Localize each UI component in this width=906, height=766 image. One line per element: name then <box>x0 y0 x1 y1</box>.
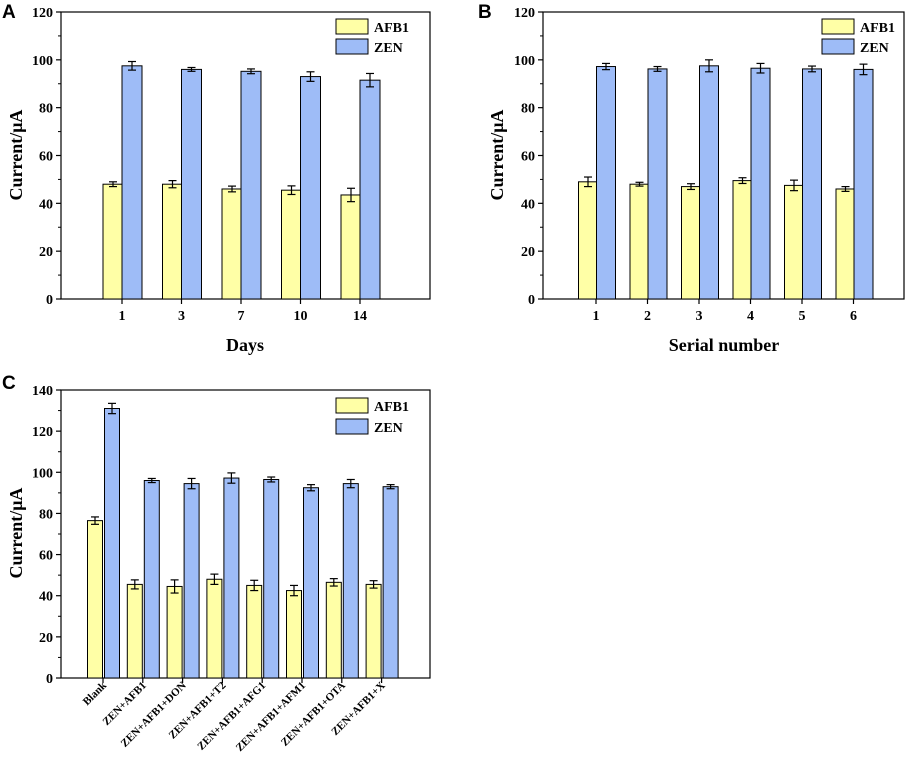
bar-afb1 <box>281 189 302 300</box>
bar-zen <box>359 79 381 300</box>
bar-zen <box>802 68 822 300</box>
bar-zen <box>596 66 616 300</box>
legend-label-zen: ZEN <box>374 421 403 436</box>
x-tick-label: 1 <box>593 309 600 324</box>
bar-zen <box>143 480 160 679</box>
y-tick-label: 80 <box>39 102 53 117</box>
legend-swatch-afb1 <box>335 18 369 35</box>
y-tick-label: 100 <box>32 466 53 481</box>
x-tick-label: 2 <box>644 309 651 324</box>
bar-zen <box>263 478 280 679</box>
x-tick-label: Blank <box>81 679 110 708</box>
bar-afb1 <box>681 186 701 300</box>
bar-afb1 <box>835 188 856 300</box>
bar-zen <box>181 68 202 300</box>
legend-label-afb1: AFB1 <box>374 21 409 36</box>
bar-zen <box>121 65 143 300</box>
x-tick-label: 4 <box>747 309 754 324</box>
legend-swatch-afb1 <box>335 397 369 414</box>
chart-panel-c: 020406080100120140BlankZEN+AFB1ZEN+AFB1+… <box>6 384 431 754</box>
bar-afb1 <box>166 585 183 679</box>
bar-afb1 <box>87 520 103 679</box>
legend-swatch-zen <box>335 418 369 435</box>
bar-zen <box>750 67 771 300</box>
y-tick-label: 40 <box>39 197 53 212</box>
x-tick-label: 1 <box>119 309 126 324</box>
x-axis-title: Days <box>226 335 264 355</box>
y-tick-label: 100 <box>514 54 535 69</box>
y-tick-label: 60 <box>39 549 53 564</box>
bar-afb1 <box>629 183 650 300</box>
bar-zen <box>853 68 874 300</box>
y-axis-title: Current/μA <box>487 110 507 201</box>
bar-afb1 <box>102 183 124 300</box>
bar-afb1 <box>365 583 382 679</box>
y-tick-label: 20 <box>39 631 53 646</box>
y-tick-label: 60 <box>521 150 535 165</box>
x-tick-label: 6 <box>850 309 857 324</box>
y-tick-label: 40 <box>39 590 53 605</box>
legend-swatch-zen <box>821 38 855 55</box>
chart-panel-b: 0 20 40 60 80 100 120 1 2 3 4 5 6 AFB1 ZEN Current/μA Se… <box>487 6 905 355</box>
y-tick-label: 120 <box>32 425 53 440</box>
y-tick-label: 140 <box>32 384 53 399</box>
y-tick-label: 60 <box>39 150 53 165</box>
legend-label-zen: ZEN <box>860 41 889 56</box>
y-tick-label: 120 <box>514 6 535 21</box>
bar-afb1 <box>340 194 362 300</box>
x-tick-label: 7 <box>238 309 245 324</box>
x-tick-label: ZEN+AFB1+AFM1 <box>234 680 308 754</box>
y-tick-label: 20 <box>39 245 53 260</box>
bar-zen <box>342 483 359 679</box>
bar-afb1 <box>221 188 243 300</box>
legend-label-afb1: AFB1 <box>860 21 895 36</box>
bar-zen <box>183 483 200 679</box>
bar-zen <box>382 486 399 679</box>
y-tick-label: 0 <box>46 293 53 308</box>
y-axis-title: Current/μA <box>6 488 26 579</box>
panel-letter-a: A <box>2 2 16 23</box>
bar-afb1 <box>286 590 302 679</box>
chart-panel-a: 0 20 40 60 80 100 120 1 3 7 10 14 AFB1 ZEN Current/μA D… <box>6 6 431 355</box>
bar-afb1 <box>784 184 804 300</box>
x-tick-label: 10 <box>294 309 308 324</box>
bar-afb1 <box>206 578 223 679</box>
y-tick-label: 80 <box>521 102 535 117</box>
legend-swatch-zen <box>335 38 369 55</box>
bar-afb1 <box>126 583 143 679</box>
legend-label-afb1: AFB1 <box>374 400 409 415</box>
bar-zen <box>240 70 262 300</box>
bar-zen <box>647 68 668 300</box>
panel-letter-b: B <box>478 2 492 23</box>
x-tick-label: 3 <box>178 309 185 324</box>
y-tick-label: 0 <box>46 672 53 687</box>
bar-zen <box>303 487 319 679</box>
x-tick-label: ZEN+AFB1+AFG1 <box>195 680 268 753</box>
y-tick-label: 80 <box>39 507 53 522</box>
y-tick-label: 40 <box>521 197 535 212</box>
y-tick-label: 120 <box>32 6 53 21</box>
bar-afb1 <box>325 581 342 679</box>
bar-afb1 <box>578 181 598 300</box>
y-tick-label: 100 <box>32 54 53 69</box>
panel-letter-c: C <box>2 373 16 394</box>
y-tick-label: 0 <box>528 293 535 308</box>
x-axis-title: Serial number <box>669 335 780 355</box>
y-tick-label: 20 <box>521 245 535 260</box>
x-tick-label: 5 <box>799 309 806 324</box>
bar-zen <box>300 76 321 300</box>
bar-zen <box>699 65 719 300</box>
x-tick-label: 3 <box>696 309 703 324</box>
legend-label-zen: ZEN <box>374 41 403 56</box>
bar-zen <box>104 408 120 679</box>
bar-zen <box>223 477 240 679</box>
legend-swatch-afb1 <box>821 18 855 35</box>
bar-afb1 <box>162 183 183 300</box>
bar-afb1 <box>732 180 753 300</box>
x-tick-label: 14 <box>353 309 367 324</box>
bar-afb1 <box>246 584 263 679</box>
y-axis-title: Current/μA <box>6 110 26 201</box>
